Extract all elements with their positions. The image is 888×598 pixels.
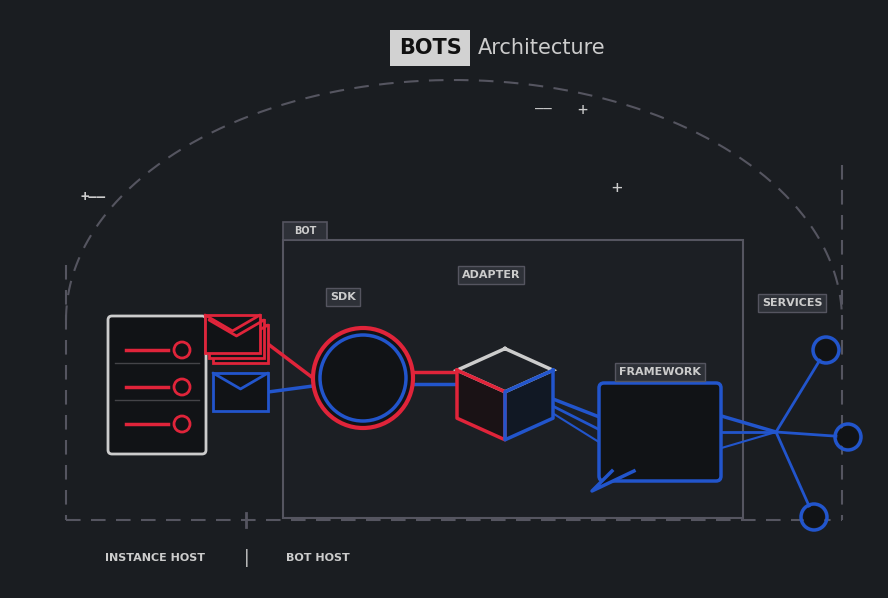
FancyBboxPatch shape [283, 240, 743, 518]
Text: BOT: BOT [294, 226, 316, 236]
FancyBboxPatch shape [209, 320, 264, 358]
Text: INSTANCE HOST: INSTANCE HOST [105, 553, 205, 563]
Circle shape [313, 328, 413, 428]
Circle shape [838, 427, 858, 447]
FancyBboxPatch shape [283, 222, 327, 240]
Text: |: | [244, 549, 250, 567]
Text: +: + [577, 101, 587, 119]
FancyBboxPatch shape [213, 325, 268, 363]
FancyBboxPatch shape [599, 383, 721, 481]
FancyBboxPatch shape [205, 315, 260, 353]
Polygon shape [457, 349, 553, 392]
Text: SERVICES: SERVICES [762, 298, 822, 308]
Text: +——: +—— [80, 190, 105, 204]
Text: FRAMEWORK: FRAMEWORK [619, 367, 701, 377]
Polygon shape [505, 370, 553, 440]
Polygon shape [592, 471, 634, 491]
Text: BOT HOST: BOT HOST [286, 553, 350, 563]
FancyBboxPatch shape [108, 316, 206, 454]
Circle shape [804, 507, 824, 527]
Circle shape [816, 340, 836, 360]
Text: SDK: SDK [330, 292, 356, 302]
Text: Architecture: Architecture [478, 38, 606, 58]
FancyBboxPatch shape [213, 373, 268, 411]
Polygon shape [457, 370, 505, 440]
Text: ——: —— [535, 103, 551, 117]
Text: BOTS: BOTS [399, 38, 462, 58]
Text: ADAPTER: ADAPTER [462, 270, 520, 280]
Text: +: + [612, 179, 622, 197]
